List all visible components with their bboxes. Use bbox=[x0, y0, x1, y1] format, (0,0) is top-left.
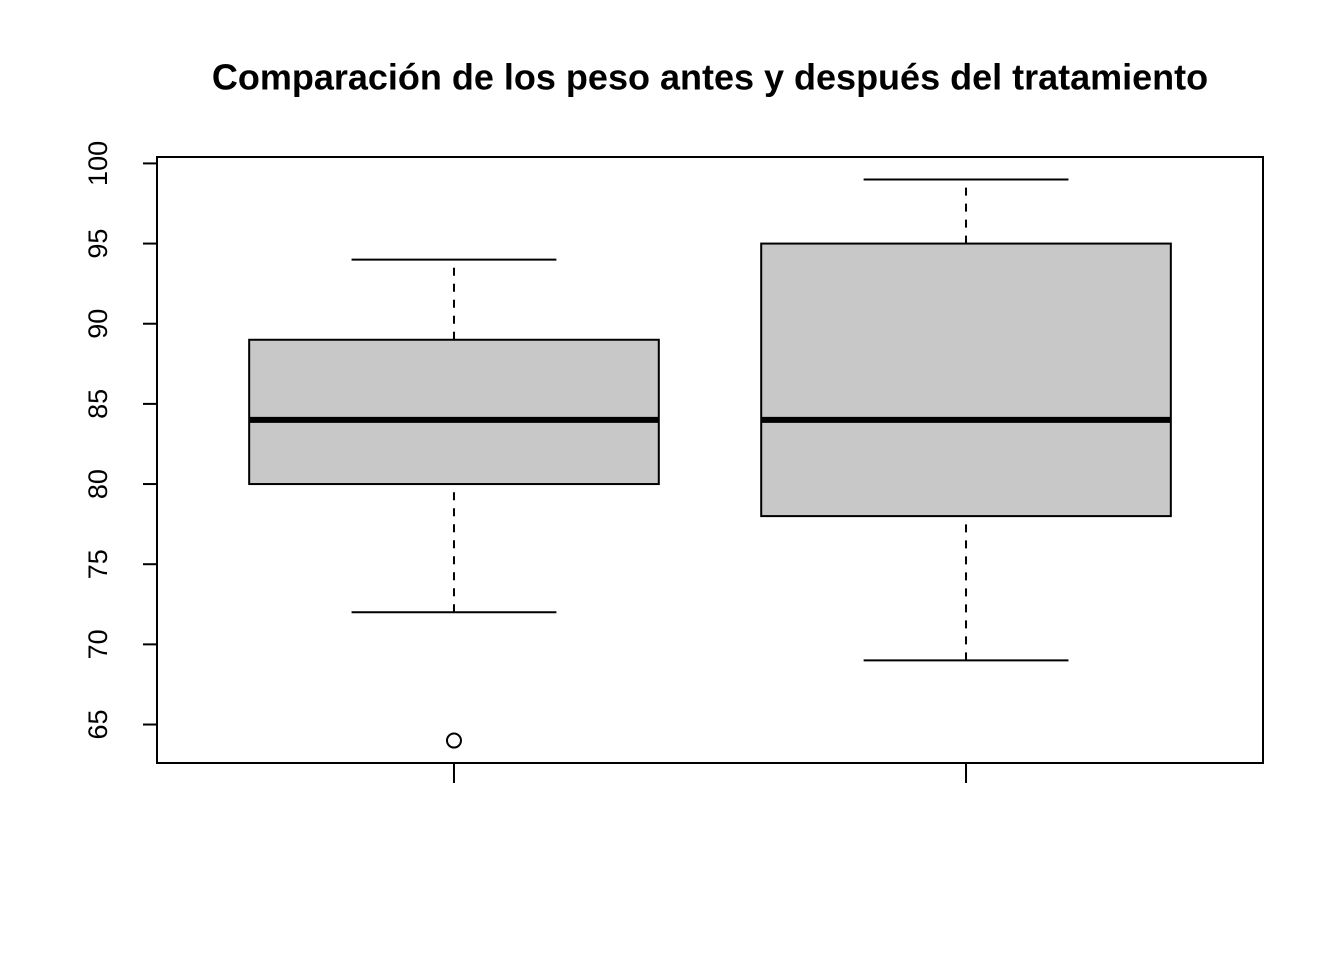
y-tick-label: 90 bbox=[83, 309, 113, 339]
y-tick-label: 75 bbox=[83, 549, 113, 579]
y-tick-label: 95 bbox=[83, 229, 113, 259]
y-tick-label: 80 bbox=[83, 469, 113, 499]
y-tick-label: 65 bbox=[83, 710, 113, 740]
box bbox=[760, 242, 1172, 518]
y-tick-label: 85 bbox=[83, 389, 113, 419]
y-tick-label: 100 bbox=[83, 141, 113, 186]
y-tick-label: 70 bbox=[83, 629, 113, 659]
chart-title: Comparación de los peso antes y después … bbox=[212, 57, 1208, 98]
box bbox=[248, 338, 660, 486]
outlier bbox=[445, 732, 462, 749]
